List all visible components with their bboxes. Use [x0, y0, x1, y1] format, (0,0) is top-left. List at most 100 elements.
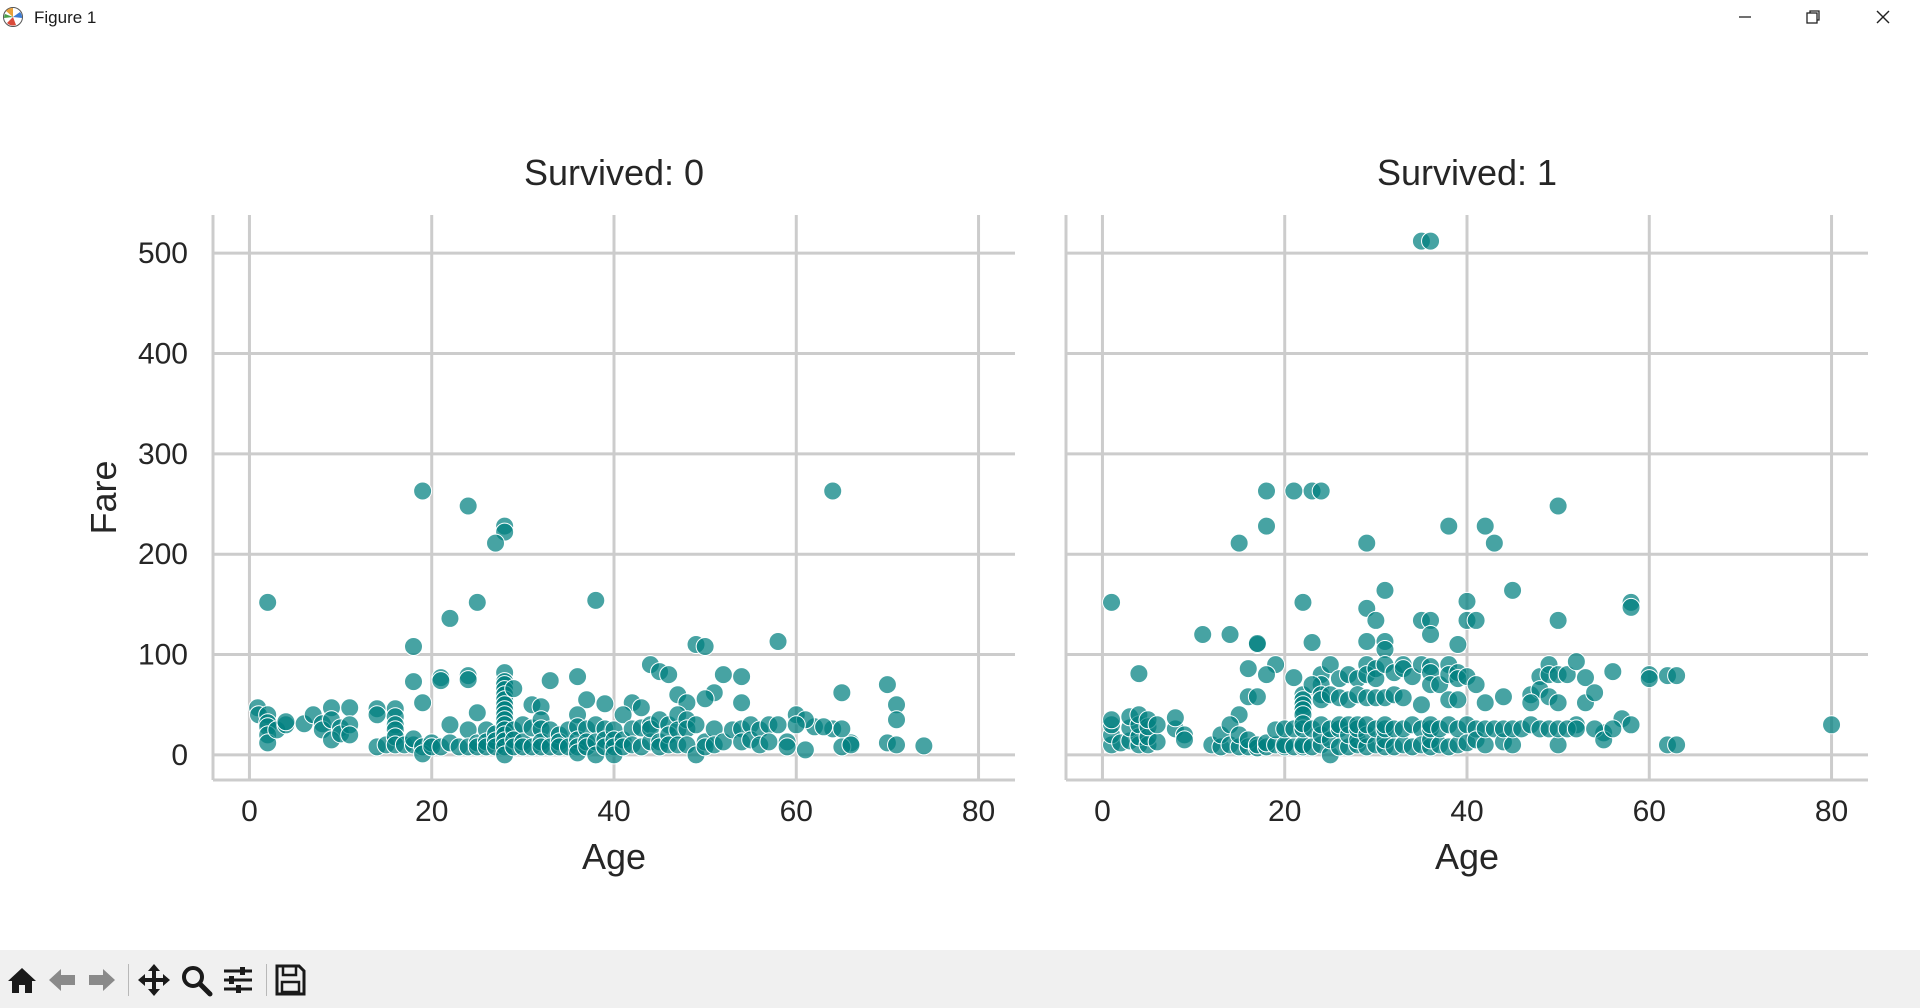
minimize-button[interactable] — [1710, 0, 1780, 34]
home-button[interactable] — [4, 962, 40, 998]
scatter-point — [1311, 481, 1331, 501]
scatter-point — [431, 671, 451, 691]
scatter-point — [732, 667, 752, 687]
scatter-point — [1129, 664, 1149, 684]
zoom-button[interactable] — [178, 962, 214, 998]
y-tick-label: 200 — [138, 538, 188, 571]
scatter-point — [1439, 516, 1459, 536]
restore-icon — [1806, 10, 1820, 24]
scatter-point — [1475, 516, 1495, 536]
configure-subplots-button[interactable] — [220, 962, 256, 998]
scatter-point — [1548, 735, 1568, 755]
scatter-point — [1247, 634, 1267, 654]
scatter-point — [1484, 533, 1504, 553]
scatter-point — [777, 737, 797, 757]
scatter-point — [1621, 597, 1641, 617]
scatter-point — [540, 671, 560, 691]
scatter-point — [586, 590, 606, 610]
x-tick-label: 20 — [1268, 795, 1301, 828]
y-tick-label: 500 — [138, 237, 188, 270]
scatter-point — [1102, 710, 1122, 730]
scatter-point — [1548, 496, 1568, 516]
scatter-point — [504, 679, 524, 699]
save-button[interactable] — [272, 962, 308, 998]
scatter-point — [1548, 693, 1568, 713]
scatter-point — [340, 698, 360, 718]
toolbar-separator — [128, 964, 129, 996]
scatter-point — [786, 715, 806, 735]
close-button[interactable] — [1848, 0, 1918, 34]
y-axis-label: Fare — [83, 460, 124, 534]
scatter-point — [1257, 481, 1276, 501]
scatter-point — [887, 710, 907, 730]
scatter-point — [1475, 693, 1495, 713]
scatter-point — [486, 533, 506, 553]
scatter-point — [1193, 624, 1213, 644]
scatter-point — [1284, 481, 1304, 501]
scatter-point — [467, 592, 487, 612]
y-tick-label: 400 — [138, 337, 188, 370]
y-tick-label: 100 — [138, 639, 188, 672]
scatter-point — [367, 705, 387, 725]
scatter-point — [1421, 231, 1441, 251]
scatter-point — [1174, 730, 1194, 750]
back-button[interactable] — [44, 962, 80, 998]
scatter-point — [1548, 610, 1568, 630]
scatter-point — [814, 717, 834, 737]
close-icon — [1876, 10, 1890, 24]
scatter-point — [1247, 687, 1267, 707]
scatter-point — [1393, 688, 1413, 708]
arrow-right-icon — [89, 969, 115, 991]
scatter-point — [1448, 690, 1468, 710]
scatter-point — [1147, 715, 1167, 735]
restore-button[interactable] — [1778, 0, 1848, 34]
x-tick-label: 60 — [1633, 795, 1666, 828]
scatter-point — [1603, 719, 1623, 739]
scatter-point — [1822, 715, 1842, 735]
scatter-point — [713, 665, 733, 685]
scatter-point — [914, 736, 934, 756]
scatter-point — [413, 481, 433, 501]
scatter-point — [258, 733, 278, 753]
scatter-point — [1421, 624, 1441, 644]
x-tick-label: 60 — [780, 795, 813, 828]
scatter-point — [1493, 687, 1513, 707]
scatter-point — [1503, 735, 1523, 755]
scatter-point — [877, 675, 897, 695]
scatter-point — [1566, 652, 1586, 672]
scatter-point — [1102, 592, 1122, 612]
scatter-point — [458, 496, 478, 516]
scatter-point — [887, 735, 907, 755]
scatter-point — [1320, 655, 1340, 675]
scatter-point — [823, 481, 843, 501]
scatter-point — [1575, 668, 1595, 688]
scatter-point — [1147, 732, 1167, 752]
scatter-point — [467, 703, 487, 723]
scatter-point — [832, 683, 852, 703]
scatter-point — [404, 672, 423, 692]
scatter-point — [1302, 633, 1322, 653]
scatter-point — [1366, 669, 1386, 689]
scatter-point — [1448, 635, 1468, 655]
scatter-point — [1238, 659, 1258, 679]
scatter-point — [1357, 632, 1377, 652]
forward-button[interactable] — [84, 962, 120, 998]
pan-button[interactable] — [136, 962, 172, 998]
scatter-point — [695, 689, 715, 709]
scatter-point — [1466, 610, 1486, 630]
scatter-point — [1585, 683, 1605, 703]
scatter-point — [1521, 693, 1541, 713]
scatter-point — [1375, 580, 1395, 600]
move-icon — [138, 964, 170, 996]
scatter-point — [1667, 666, 1687, 686]
scatter-point — [768, 715, 788, 735]
sliders-icon — [224, 967, 252, 993]
scatter-point — [404, 637, 423, 657]
scatter-point — [1621, 715, 1641, 735]
scatter-point — [1229, 533, 1249, 553]
scatter-point — [841, 735, 861, 755]
x-axis-label: Age — [582, 836, 646, 877]
navigation-toolbar — [0, 950, 1920, 1008]
x-tick-label: 0 — [1094, 795, 1111, 828]
